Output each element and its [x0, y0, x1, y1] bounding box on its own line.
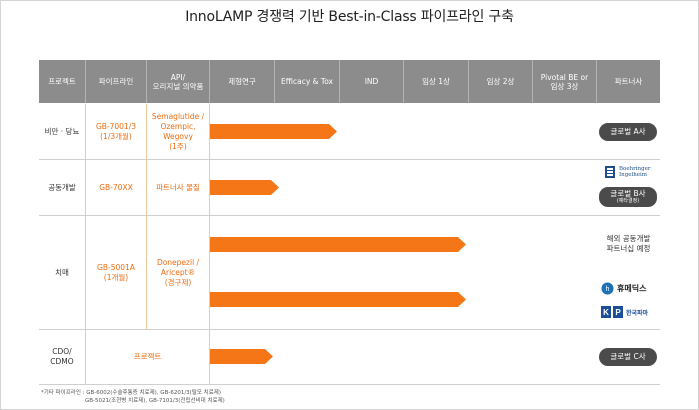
korea-pharma-icon: K P: [601, 306, 623, 318]
header-api: API/ 오리지널 의약품: [147, 60, 209, 103]
header-api-line2: 오리지널 의약품: [152, 81, 204, 91]
row2-pipeline: GB-70XX: [99, 182, 133, 192]
header-ind: IND: [364, 77, 379, 86]
row4-project-line: CDO/: [52, 347, 72, 356]
table-header: [39, 60, 660, 103]
row-divider: [39, 215, 660, 216]
row-divider: [39, 159, 660, 160]
row1-partner-pill: 글로벌 A사: [599, 123, 657, 141]
humedix-logo-text: 휴메딕스: [617, 284, 647, 293]
header-api-line1: API/: [170, 72, 186, 82]
row3-api-line: Donepezil /: [156, 257, 200, 267]
row1-project: 비만 · 당뇨: [44, 126, 80, 136]
row2-partner-name: 글로벌 B사: [610, 189, 646, 198]
row2-partner-note: (예타결정): [616, 198, 640, 204]
header-efficacy: Efficacy & Tox: [281, 77, 333, 86]
header-phase1: 임상 1상: [422, 77, 450, 86]
row3-progress-arrow-2: [210, 292, 466, 307]
header-divider: [146, 60, 147, 103]
row-divider: [39, 384, 660, 385]
header-phase2: 임상 2상: [486, 77, 515, 86]
header-pipeline: 파이프라인: [98, 77, 134, 86]
row2-api: 파트너사 물질: [156, 182, 200, 192]
header-project: 프로젝트: [48, 77, 76, 86]
row1-pipeline-duration: (1/3개월): [100, 131, 132, 141]
row2-progress-arrow: [210, 180, 279, 195]
row3-partner-text-line: 파트너십 예정: [606, 244, 651, 253]
header-pivotal: Pivotal BE or 임상 3상: [533, 60, 596, 103]
svg-text:P: P: [615, 308, 621, 317]
humedix-logo: h 휴메딕스: [601, 282, 646, 295]
row3-partner-text-line: 해외 공동개발: [606, 234, 651, 243]
column-divider: [209, 104, 210, 384]
korea-pharma-logo: K P 한국파마: [601, 306, 648, 318]
boehringer-icon: [605, 166, 615, 178]
boehringer-logo: Boehringer Ingelheim: [604, 165, 651, 179]
header-pivotal-line1: Pivotal BE or: [540, 72, 589, 82]
row3-api: Donepezil / Aricept® (경구제): [147, 216, 209, 329]
footnote-line: GB-5021(조현병 치료제), GB-7101/3(전립선비대 치료제): [85, 398, 225, 404]
row3-api-line: (경구제): [164, 277, 192, 287]
header-partner: 파트너사: [614, 77, 643, 86]
row1-api-line: (1주): [169, 141, 187, 151]
row1-api-line: Semaglutide /: [151, 111, 205, 121]
footnote: *기타 파이프라인 : GB-6002(수술후통증 치료제), GB-6201/…: [41, 389, 225, 405]
header-divider: [403, 60, 404, 103]
header-divider: [468, 60, 469, 103]
row4-project-line: CDMO: [50, 357, 74, 366]
header-divider: [85, 60, 86, 103]
header-formulation: 제형연구: [228, 77, 256, 86]
header-divider: [339, 60, 340, 103]
page-title: InnoLAMP 경쟁력 기반 Best-in-Class 파이프라인 구축: [185, 9, 514, 25]
header-pivotal-line2: 임상 3상: [550, 81, 579, 91]
row1-api-line: Wegovy: [163, 131, 193, 141]
row1-progress-arrow: [210, 124, 337, 139]
header-divider: [596, 60, 597, 103]
row3-pipeline: GB-5001A (1개월): [86, 216, 146, 329]
row1-api-line: Ozempic,: [160, 121, 196, 131]
row3-pipeline-name: GB-5001A: [97, 262, 135, 272]
row3-partner-text: 해외 공동개발 파트너십 예정: [597, 234, 660, 254]
column-divider: [85, 104, 86, 384]
row1-pipeline: GB-7001/3 (1/3개월): [86, 104, 146, 159]
boehringer-logo-text: Ingelheim: [619, 172, 648, 178]
row4-progress-arrow: [210, 349, 273, 364]
boehringer-logo-text: Boehringer: [619, 166, 651, 172]
row4-project: CDO/ CDMO: [39, 330, 85, 384]
header-divider: [274, 60, 275, 103]
humedix-icon: h: [601, 282, 614, 295]
svg-text:K: K: [603, 308, 609, 317]
row3-api-line: Aricept®: [160, 267, 196, 277]
footnote-line: *기타 파이프라인 : GB-6002(수술후통증 치료제), GB-6201/…: [41, 390, 222, 396]
row4-partner-pill: 글로벌 C사: [599, 348, 657, 366]
header-divider: [532, 60, 533, 103]
row3-project: 치매: [55, 267, 69, 277]
svg-text:h: h: [606, 286, 610, 293]
row2-partner-pill: 글로벌 B사 (예타결정): [599, 187, 657, 207]
row3-pipeline-duration: (1개월): [103, 272, 129, 282]
row-divider: [39, 329, 660, 330]
row2-project: 공동개발: [48, 182, 76, 192]
korea-pharma-logo-text: 한국파마: [626, 309, 649, 317]
row1-pipeline-name: GB-7001/3: [95, 121, 137, 131]
column-divider: [146, 104, 147, 329]
header-divider: [209, 60, 210, 103]
row4-pipeline: 프로젝트: [133, 352, 162, 361]
row1-partner-name: 글로벌 A사: [610, 127, 646, 136]
row3-progress-arrow-1: [210, 237, 466, 252]
row4-partner-name: 글로벌 C사: [610, 352, 646, 361]
row1-api: Semaglutide / Ozempic, Wegovy (1주): [147, 104, 209, 159]
